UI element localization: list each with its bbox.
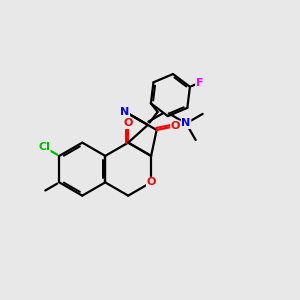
- Text: O: O: [146, 177, 156, 188]
- Text: O: O: [124, 118, 133, 128]
- Text: O: O: [171, 121, 180, 131]
- Text: F: F: [196, 78, 203, 88]
- Text: N: N: [120, 107, 130, 117]
- Text: N: N: [182, 118, 191, 128]
- Text: Cl: Cl: [38, 142, 50, 152]
